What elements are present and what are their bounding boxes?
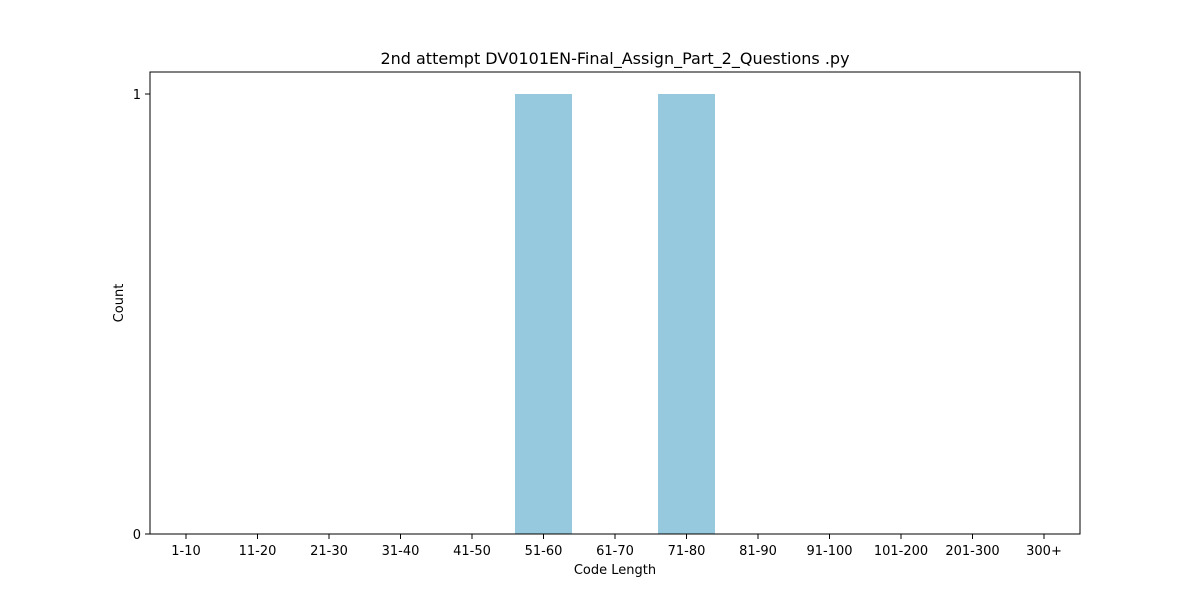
x-tick-label: 300+: [1026, 544, 1062, 559]
x-tick-label: 31-40: [382, 544, 420, 559]
x-tick-label: 61-70: [596, 544, 634, 559]
x-tick-label: 21-30: [310, 544, 348, 559]
x-tick-label: 51-60: [525, 544, 563, 559]
x-tick-label: 81-90: [739, 544, 777, 559]
x-axis-label: Code Length: [574, 563, 656, 578]
x-tick-label: 201-300: [945, 544, 999, 559]
x-tick-label: 41-50: [453, 544, 491, 559]
y-ticks-group: 01: [133, 88, 150, 543]
x-tick-label: 101-200: [874, 544, 928, 559]
y-axis-label: Count: [112, 284, 127, 323]
chart-title: 2nd attempt DV0101EN-Final_Assign_Part_2…: [380, 49, 849, 69]
y-tick-label: 0: [133, 528, 141, 543]
plot-frame: [149, 71, 1081, 535]
bar-71-80: [658, 94, 715, 534]
y-tick-label: 1: [133, 88, 141, 103]
x-tick-label: 71-80: [668, 544, 706, 559]
x-ticks-group: 1-10 11-20 21-30 31-40 41-50 51-60 61-70 71-80 8…: [171, 534, 1062, 559]
bars-group: [515, 94, 715, 534]
x-tick-label: 1-10: [171, 544, 201, 559]
x-tick-label: 91-100: [806, 544, 852, 559]
bar-51-60: [515, 94, 572, 534]
x-tick-label: 11-20: [239, 544, 277, 559]
